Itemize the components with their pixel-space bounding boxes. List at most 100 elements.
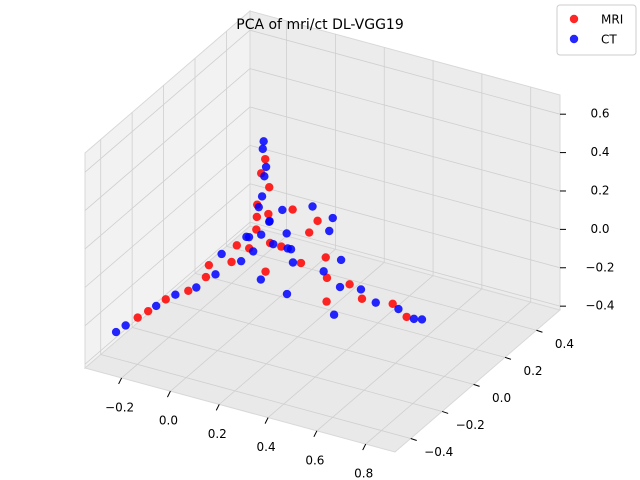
point xyxy=(388,299,397,309)
point xyxy=(269,239,278,249)
point xyxy=(257,230,266,239)
y-tick-label: −0.4 xyxy=(424,445,453,459)
point xyxy=(217,249,226,259)
point xyxy=(394,304,403,314)
point xyxy=(357,294,367,303)
point xyxy=(257,192,267,201)
legend-label: CT xyxy=(601,33,617,47)
point xyxy=(288,205,297,214)
point xyxy=(259,137,268,146)
point xyxy=(254,202,263,212)
point xyxy=(335,282,345,292)
z-tick-label: −0.2 xyxy=(585,260,614,274)
point xyxy=(192,283,201,292)
point xyxy=(261,154,270,164)
x-tick-label: 0.2 xyxy=(208,427,227,441)
y-grid-line xyxy=(163,299,474,385)
point xyxy=(143,306,153,316)
z-tick-label: 0.4 xyxy=(590,145,609,159)
x-tick xyxy=(118,377,123,385)
z-grid-line xyxy=(249,183,561,269)
point xyxy=(252,212,262,222)
point xyxy=(286,245,296,254)
point xyxy=(319,267,328,276)
point xyxy=(184,286,193,296)
y-tick-label: 0.4 xyxy=(555,337,574,351)
point xyxy=(278,205,287,215)
z-grid-line xyxy=(84,221,251,365)
labels: −0.20.00.20.40.60.8−0.4−0.20.00.20.4−0.4… xyxy=(105,107,615,480)
point xyxy=(345,280,354,289)
z-tick-label: 0.0 xyxy=(590,222,609,236)
point xyxy=(111,327,121,337)
z-grid-line xyxy=(84,68,251,211)
point xyxy=(329,310,339,319)
point xyxy=(409,314,419,324)
z-tick-label: −0.4 xyxy=(585,299,614,313)
z-grid-line xyxy=(249,68,561,153)
point xyxy=(232,241,241,250)
y-tick-label: 0.0 xyxy=(492,391,511,405)
legend-box xyxy=(556,4,637,56)
point xyxy=(308,202,317,211)
point xyxy=(328,213,337,223)
x-tick xyxy=(166,390,171,398)
point xyxy=(282,229,291,238)
point xyxy=(304,228,314,237)
x-tick xyxy=(264,417,269,424)
x-grid-line xyxy=(365,301,531,445)
x-grid-line xyxy=(267,275,434,418)
point xyxy=(417,315,427,324)
y-tick xyxy=(441,410,449,414)
point xyxy=(261,162,271,172)
z-grid-line xyxy=(84,29,251,173)
grid xyxy=(84,20,561,445)
point xyxy=(133,313,142,322)
z-grid-line xyxy=(249,144,561,230)
point xyxy=(265,183,274,192)
x-tick xyxy=(313,430,318,438)
legend-label: MRI xyxy=(601,13,623,27)
point xyxy=(321,253,330,262)
y-tick-label: −0.2 xyxy=(456,418,485,432)
point xyxy=(201,272,211,282)
point xyxy=(325,226,334,236)
y-grid-line xyxy=(100,354,411,439)
point xyxy=(161,295,170,304)
x-tick-label: 0.8 xyxy=(354,467,373,480)
point xyxy=(151,301,161,311)
legend-marker xyxy=(569,34,579,44)
point xyxy=(336,255,346,265)
panes xyxy=(83,9,562,453)
point xyxy=(227,257,236,267)
legend: MRI CT xyxy=(556,4,637,56)
point xyxy=(277,242,286,251)
point xyxy=(236,256,246,266)
x-tick-label: 0.6 xyxy=(305,453,324,467)
z-tick-label: 0.6 xyxy=(590,107,609,121)
y-tick-label: 0.2 xyxy=(523,364,542,378)
point xyxy=(121,321,130,330)
legend-marker xyxy=(569,14,579,24)
chart-title: PCA of mri/ct DL-VGG19 xyxy=(236,17,403,33)
point xyxy=(171,290,180,299)
z-grid-line xyxy=(249,221,561,307)
x-tick xyxy=(215,404,220,411)
y-tick xyxy=(504,356,512,360)
point xyxy=(248,247,258,256)
x-tick xyxy=(362,443,367,451)
point xyxy=(244,232,254,242)
point xyxy=(296,258,306,268)
point xyxy=(282,289,292,299)
x-tick-label: 0.0 xyxy=(159,414,178,428)
point xyxy=(264,209,273,219)
back-pane xyxy=(249,10,561,311)
y-tick xyxy=(473,383,480,387)
points xyxy=(111,137,427,337)
point xyxy=(256,275,266,284)
point xyxy=(371,298,380,307)
point xyxy=(322,273,332,283)
point xyxy=(211,270,220,279)
